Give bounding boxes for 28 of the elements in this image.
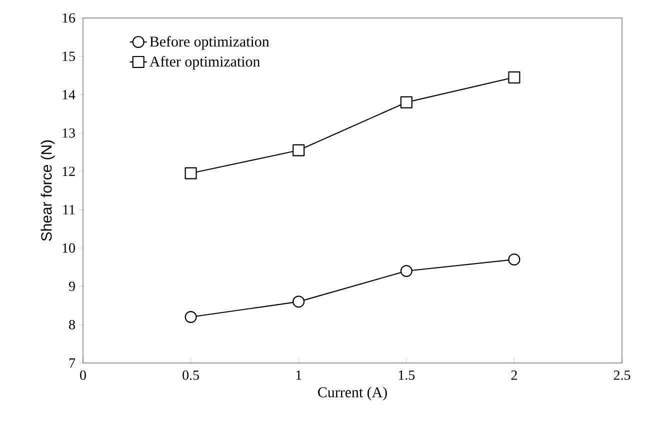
- point: [292, 296, 305, 308]
- point: [508, 253, 520, 266]
- x-tick-label: 0: [80, 370, 86, 380]
- x-tick-label: 1.5: [398, 370, 415, 380]
- x-tick-label: 1: [296, 370, 302, 380]
- x-tick-label: 0.5: [182, 370, 199, 380]
- x-tick-label: 2.5: [614, 370, 630, 380]
- y-tick-label: 11: [63, 205, 75, 214]
- x-axis-title: Current (A): [318, 386, 387, 400]
- point: [184, 310, 197, 324]
- point: [292, 144, 305, 156]
- y-tick-label: 16: [62, 13, 76, 23]
- point: [400, 96, 412, 108]
- point: [184, 167, 197, 180]
- y-tick-label: 8: [69, 320, 75, 330]
- y-tick-label: 9: [68, 282, 75, 292]
- legend-label: After optimization: [150, 56, 260, 70]
- y-axis-title: Shear force (N): [40, 140, 55, 241]
- legend-label: Before optimization: [150, 36, 270, 50]
- y-tick-label: 15: [62, 52, 75, 62]
- y-tick-label: 7: [69, 358, 76, 368]
- point: [400, 264, 412, 278]
- y-tick-label: 10: [62, 243, 75, 253]
- y-tick-label: 14: [62, 90, 76, 100]
- point: [508, 71, 520, 84]
- x-tick-label: 2: [511, 370, 517, 380]
- y-tick-label: 13: [62, 128, 75, 138]
- y-tick-label: 12: [62, 166, 75, 176]
